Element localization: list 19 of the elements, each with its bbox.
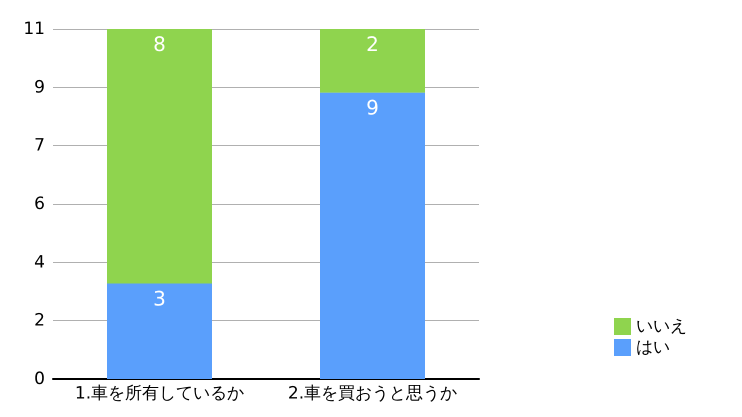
y-tick-label: 7 [34, 136, 45, 156]
y-tick-label: 2 [34, 310, 45, 331]
legend-label: はい [636, 338, 670, 358]
y-tick-label: 4 [34, 252, 45, 272]
bar [107, 29, 212, 284]
y-tick-label: 9 [34, 77, 45, 98]
data-label: 3 [153, 286, 166, 311]
y-tick-label: 11 [23, 19, 45, 39]
y-tick-label: 0 [34, 369, 45, 389]
x-tick-label: 2.車を買おうと思うか [288, 384, 458, 404]
data-label: 2 [366, 32, 379, 56]
data-label: 8 [153, 32, 166, 56]
data-label: 9 [366, 96, 379, 120]
x-tick-label: 1.車を所有しているか [74, 384, 244, 404]
bar [320, 92, 425, 379]
legend-label: いいえ [636, 316, 687, 336]
bar [107, 284, 212, 379]
bar [320, 29, 425, 93]
y-tick-label: 6 [34, 194, 45, 214]
